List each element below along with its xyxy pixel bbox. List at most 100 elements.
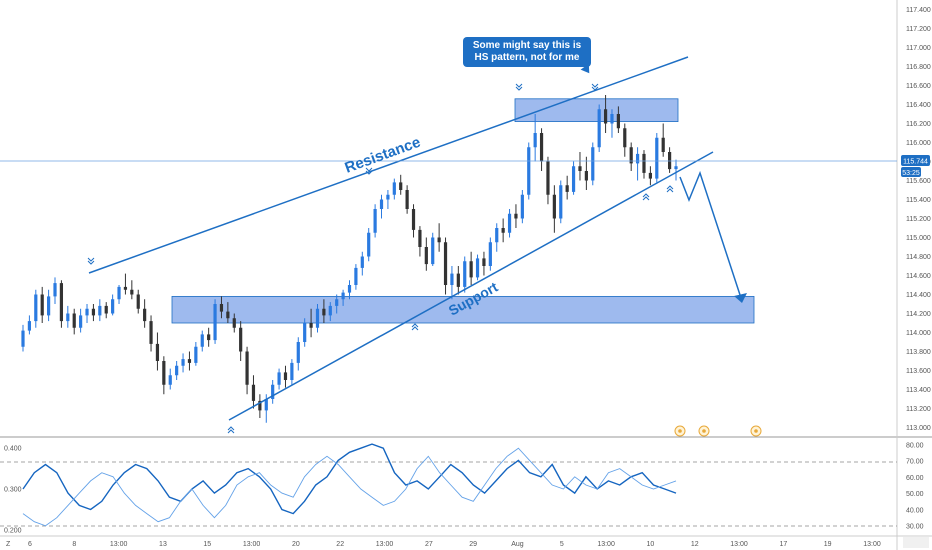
candle-body: [360, 256, 364, 268]
chevron-up-icon: [642, 193, 650, 201]
candle-body: [443, 242, 448, 285]
price-tick-label: 116.200: [906, 121, 931, 128]
candle-body: [251, 384, 256, 401]
time-tick-label: 13: [159, 541, 167, 548]
candle-body: [315, 308, 320, 328]
time-axis: 6 8 13:00 13 15 13:00 20 22 13:00 27 29 Aug 5 13:00 10…: [28, 541, 881, 548]
time-tick-label: 5: [560, 541, 564, 548]
candle-body: [520, 194, 524, 219]
candle-body: [155, 343, 160, 361]
candle-body: [379, 199, 384, 209]
oscillator-right-tick: 60.00: [906, 475, 924, 482]
event-icon-dot: [754, 429, 758, 433]
candle-body: [539, 133, 544, 162]
candle-body: [271, 384, 275, 399]
callout-line-2: HS pattern, not for me: [474, 52, 580, 63]
candle-body: [373, 209, 377, 233]
candle-body: [303, 323, 307, 342]
candle-body: [98, 305, 102, 316]
price-tick-label: 115.000: [906, 235, 931, 242]
chevron-markers: [87, 83, 674, 434]
price-tick-label: 114.600: [906, 273, 931, 280]
candle-body: [399, 182, 403, 190]
candle-body: [341, 292, 345, 300]
candle-body: [495, 228, 499, 243]
candle-body: [181, 359, 185, 366]
resistance-trendline[interactable]: [88, 56, 689, 274]
candle-body: [168, 375, 172, 385]
time-badge-text: 53:25: [902, 170, 920, 177]
candle-body: [194, 346, 198, 363]
chevron-up-icon: [666, 185, 674, 193]
time-tick-label: 8: [72, 541, 76, 548]
price-tick-label: 117.400: [906, 7, 931, 14]
candle-body: [437, 237, 441, 243]
candle-body: [507, 213, 512, 233]
candle-body: [264, 399, 268, 411]
support-trendline[interactable]: [228, 151, 714, 421]
candle-body: [552, 194, 556, 219]
candle-body: [411, 209, 416, 230]
candle-body: [175, 365, 179, 376]
candle-body: [418, 229, 422, 247]
candle-body: [591, 147, 595, 181]
candle-body: [136, 294, 140, 309]
candle-body: [309, 323, 313, 328]
candles: [21, 95, 678, 423]
price-badge: [901, 155, 930, 166]
price-axis: 117.400 117.200 117.000 116.800 116.600 116.4…: [906, 7, 931, 432]
candle-body: [21, 330, 25, 347]
support-zone[interactable]: [171, 295, 755, 324]
axis-settings-button[interactable]: [903, 537, 929, 548]
time-badge: [901, 167, 921, 177]
projection-path[interactable]: [679, 170, 743, 302]
price-badge-text: 115.744: [903, 159, 928, 166]
candle-body: [661, 137, 665, 152]
oscillator-line-1: [22, 443, 677, 515]
price-tick-label: 114.000: [906, 330, 931, 337]
candle-body: [123, 286, 128, 290]
candle-body: [469, 261, 473, 278]
candle-body: [597, 109, 601, 148]
chevron-up-icon: [227, 426, 235, 434]
zones: [171, 98, 755, 324]
candle-body: [514, 213, 518, 219]
candle-body: [59, 283, 64, 322]
time-tick-label: 13:00: [597, 541, 615, 548]
time-tick-label: 13:00: [863, 541, 881, 548]
price-tick-label: 115.400: [906, 197, 931, 204]
candle-body: [463, 261, 467, 287]
candle-body: [143, 308, 147, 322]
time-tick-label: 12: [691, 541, 699, 548]
candle-body: [565, 185, 569, 192]
candle-body: [610, 114, 614, 124]
chevron-up-icon: [411, 323, 419, 331]
candle-body: [347, 285, 352, 293]
candle-body: [482, 258, 486, 266]
candle-body: [578, 166, 582, 171]
candle-body: [40, 294, 44, 316]
price-tick-label: 113.000: [906, 425, 931, 432]
candle-body: [328, 305, 332, 316]
candle-body: [354, 267, 358, 285]
candle-body: [405, 190, 409, 209]
candle-body: [296, 342, 300, 363]
candle-body: [34, 294, 38, 322]
candle-body: [367, 232, 371, 257]
candle-body: [533, 133, 537, 148]
candle-body: [66, 313, 70, 322]
oscillator-right-tick: 50.00: [906, 491, 924, 498]
candle-body: [283, 372, 288, 380]
event-icon-dot: [678, 429, 682, 433]
time-tick-label: 22: [336, 541, 344, 548]
candle-body: [187, 359, 192, 363]
candle-body: [53, 283, 57, 297]
time-tick-label: 17: [779, 541, 787, 548]
event-icon-dot: [702, 429, 706, 433]
candle-body: [501, 228, 505, 233]
candle-body: [667, 152, 672, 170]
oscillator-right-tick: 80.00: [906, 443, 924, 450]
price-tick-label: 115.200: [906, 216, 931, 223]
candle-body: [648, 172, 652, 179]
